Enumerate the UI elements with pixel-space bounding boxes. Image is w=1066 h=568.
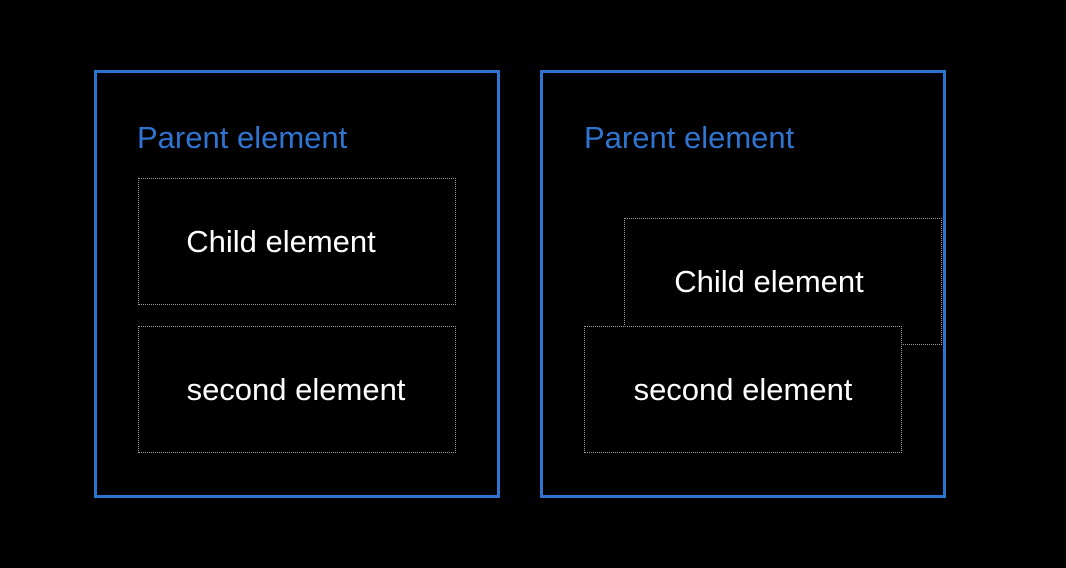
right-second-element-box: second element bbox=[584, 326, 902, 453]
right-second-element-label: second element bbox=[633, 372, 853, 407]
right-child-element-label: Child element bbox=[674, 264, 864, 299]
left-child-element-label: Child element bbox=[186, 224, 376, 259]
left-parent-element-label: Parent element bbox=[137, 120, 348, 155]
left-child-element-box: Child element bbox=[138, 178, 456, 305]
left-second-element-box: second element bbox=[138, 326, 456, 453]
right-parent-element-label: Parent element bbox=[584, 120, 795, 155]
left-second-element-label: second element bbox=[186, 372, 406, 407]
